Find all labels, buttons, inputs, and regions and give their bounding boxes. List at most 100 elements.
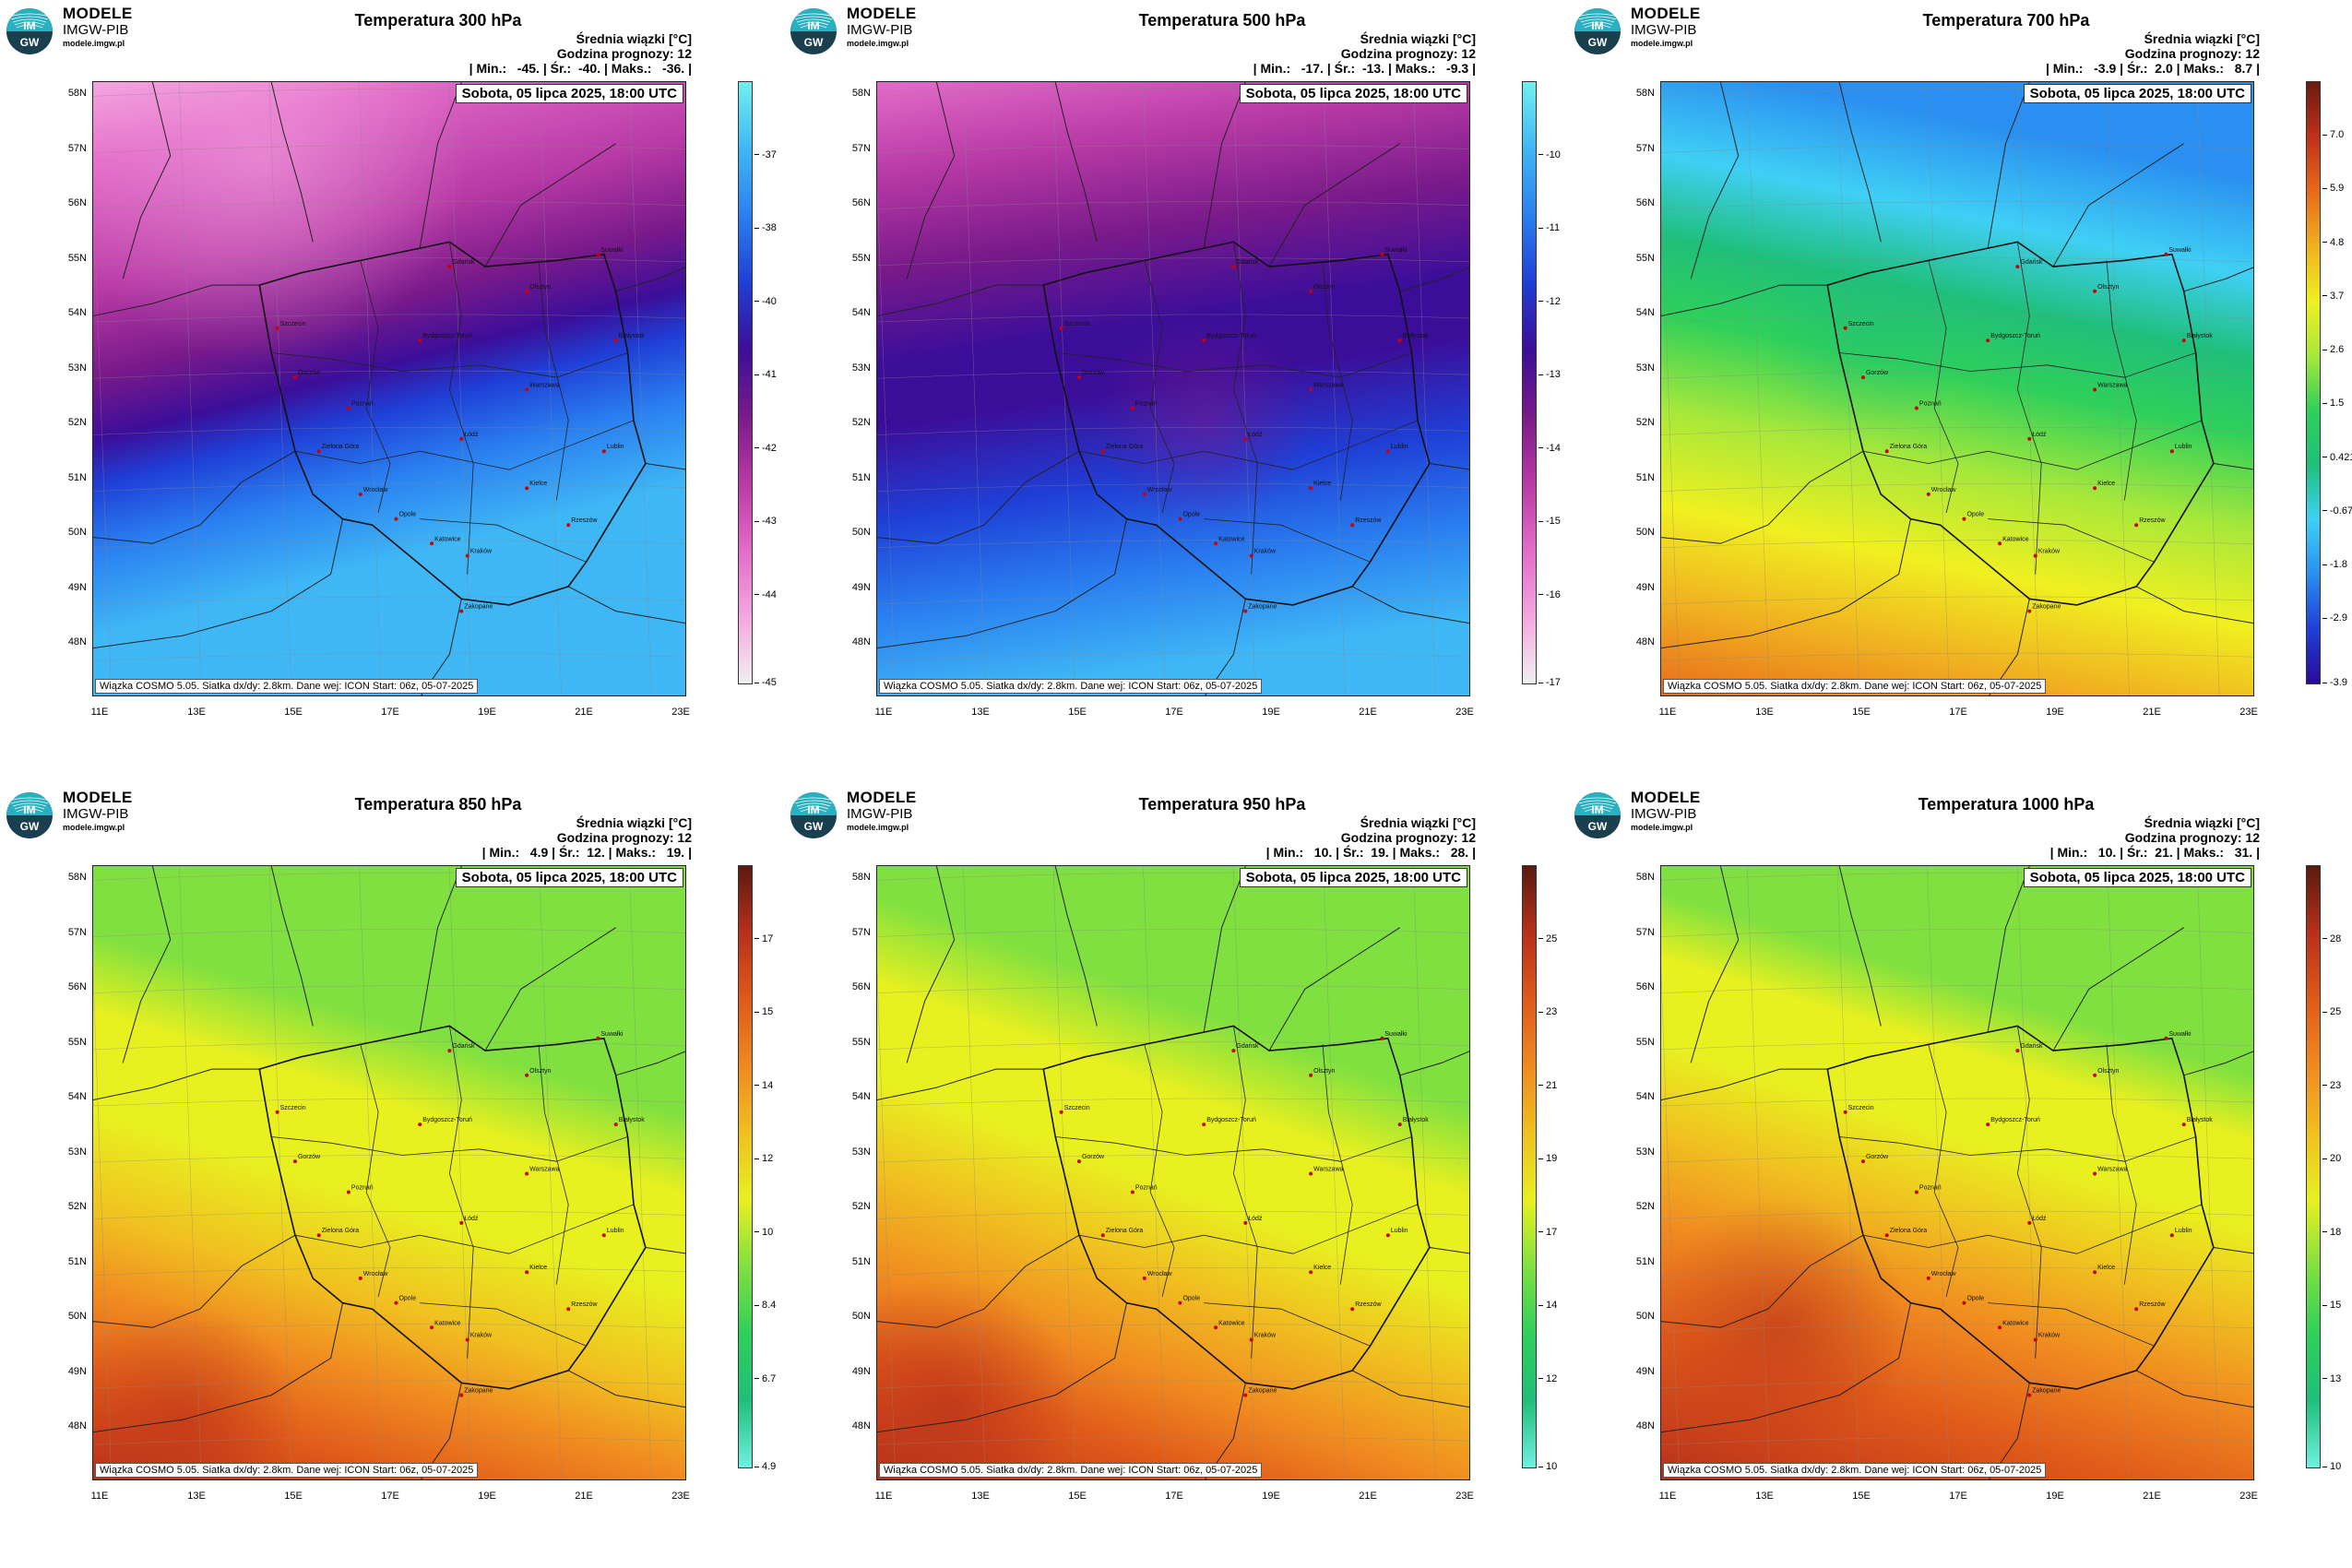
forecast-panel: IM GW MODELE IMGW-PIB modele.imgw.pl Temperat… [784,784,1568,1568]
forecast-panel: IM GW MODELE IMGW-PIB modele.imgw.pl Temperat… [0,0,784,784]
lat-tick-label: 51N [1635,471,1655,483]
lon-tick-label: 15E [284,707,303,718]
city-label: Kielce [2097,1265,2115,1271]
stat-max: 19. | [656,845,692,860]
stat-max: 8.7 | [2224,61,2260,76]
brand-name: MODELE [1631,5,1701,22]
graticule-lat [877,1154,1469,1163]
subtitle: Średnia wiązki [°C] [1360,815,1476,830]
city-marker [613,339,618,343]
lon-tick-label: 15E [284,1491,303,1502]
graticule-lat [93,257,685,267]
graticule-lat [93,483,685,492]
lat-tick-label: 50N [67,1311,87,1322]
colorbar [1522,865,1537,1468]
footnote: Wiązka COSMO 5.05. Siatka dx/dy: 2.8km. … [879,1463,1263,1478]
lon-tick-label: 13E [971,1491,990,1502]
date-label: Sobota, 05 lipca 2025, 18:00 UTC [455,868,683,887]
city-label: Zielona Góra [322,444,360,450]
lon-tick-label: 19E [2046,1491,2064,1502]
colorbar-tick-label: 12 [1538,1373,1557,1384]
lat-tick-label: 48N [851,1420,871,1431]
city-label: Białystok [2187,333,2214,339]
lon-tick-label: 21E [1359,1491,1377,1502]
lat-tick-label: 57N [1635,142,1655,154]
brand-url: modele.imgw.pl [847,39,909,48]
city-label: Wrocław [363,1271,389,1277]
field-anomaly [1097,313,1312,528]
lat-tick-label: 52N [67,417,87,428]
border-line [567,586,685,624]
lat-tick-label: 58N [67,88,87,99]
city-label: Suwałki [600,1031,624,1038]
lat-tick-label: 53N [67,1146,87,1158]
graticule-lon [359,82,382,695]
province-border [1144,260,1175,513]
border-line [93,284,260,316]
brand-block: MODELE IMGW-PIB modele.imgw.pl [847,790,917,832]
lon-tick-label: 19E [478,707,496,718]
graticule-lat [1661,1041,2253,1051]
lon-tick-label: 15E [1852,1491,1871,1502]
city-label: Kielce [1313,1265,1331,1271]
lon-tick-label: 11E [90,1491,109,1502]
province-border [1232,242,1258,575]
imgw-logo-icon: IM GW [6,792,53,838]
colorbar-tick-label: -1.8 [2322,559,2347,570]
colorbar-tick-label: 23 [1538,1006,1557,1017]
border-line [419,866,462,1033]
lat-tick-label: 53N [67,362,87,374]
footnote: Wiązka COSMO 5.05. Siatka dx/dy: 2.8km. … [1663,1463,2047,1478]
graticule-lon [1747,866,1770,1479]
city-marker [459,609,464,613]
lon-tick-label: 21E [1359,707,1377,718]
city-label: Bydgoszcz-Toruń [1990,333,2040,339]
city-label: Katowice [434,1320,461,1326]
city-label: Suwałki [2168,247,2192,254]
city-marker [525,1270,529,1275]
border-line [877,518,1127,649]
border-line [1661,284,1828,316]
graticule-lon [1413,866,1436,1479]
city-marker [1998,1325,2002,1330]
graticule-lat [93,596,685,605]
province-border [420,518,587,563]
graticule-lat [877,483,1469,492]
border-line [877,450,1080,544]
city-marker [459,1393,464,1397]
lat-tick-label: 58N [67,872,87,883]
stat-min-label: | Min.: [1253,61,1291,76]
border-line [567,1370,685,1408]
lat-tick-label: 57N [67,142,87,154]
city-marker [1986,339,1990,343]
brand-org: IMGW-PIB [1631,22,1697,38]
colorbar-tick-label: 4.9 [754,1461,776,1472]
panel-title: Temperatura 850 hPa [354,795,522,814]
city-marker [1926,1276,1930,1280]
lat-tick-label: 48N [67,1420,87,1431]
colorbar-tick-label: -45 [754,677,777,688]
city-label: Kielce [1313,481,1331,487]
graticule-lon [448,82,472,695]
city-label: Bydgoszcz-Toruń [422,1117,472,1123]
svg-text:IM: IM [807,803,819,816]
brand-url: modele.imgw.pl [63,823,125,832]
graticule-lon [1927,866,1950,1479]
graticule-lat [1661,427,2253,435]
lat-tick-label: 50N [1635,527,1655,538]
temperature-map: Gdańsk Olsztyn Suwałki Szczecin Bydgoszcz-To… [876,81,1470,696]
province-border [448,1026,474,1359]
city-label: Opole [1182,512,1200,518]
city-marker [1309,1270,1313,1275]
city-label: Zielona Góra [1106,1228,1144,1234]
border-line [1661,1234,1864,1328]
city-marker [1130,1190,1134,1194]
forecast-panel: IM GW MODELE IMGW-PIB modele.imgw.pl Temperat… [1568,784,2352,1568]
lat-tick-label: 52N [67,1201,87,1212]
field-svg: Gdańsk Olsztyn Suwałki Szczecin Bydgoszcz-To… [93,82,685,695]
city-label: Kielce [529,1265,547,1271]
province-border [1988,518,2155,563]
lat-tick-label: 50N [851,527,871,538]
colorbar-tick-label: 12 [754,1153,773,1164]
lat-tick-label: 51N [67,1255,87,1267]
